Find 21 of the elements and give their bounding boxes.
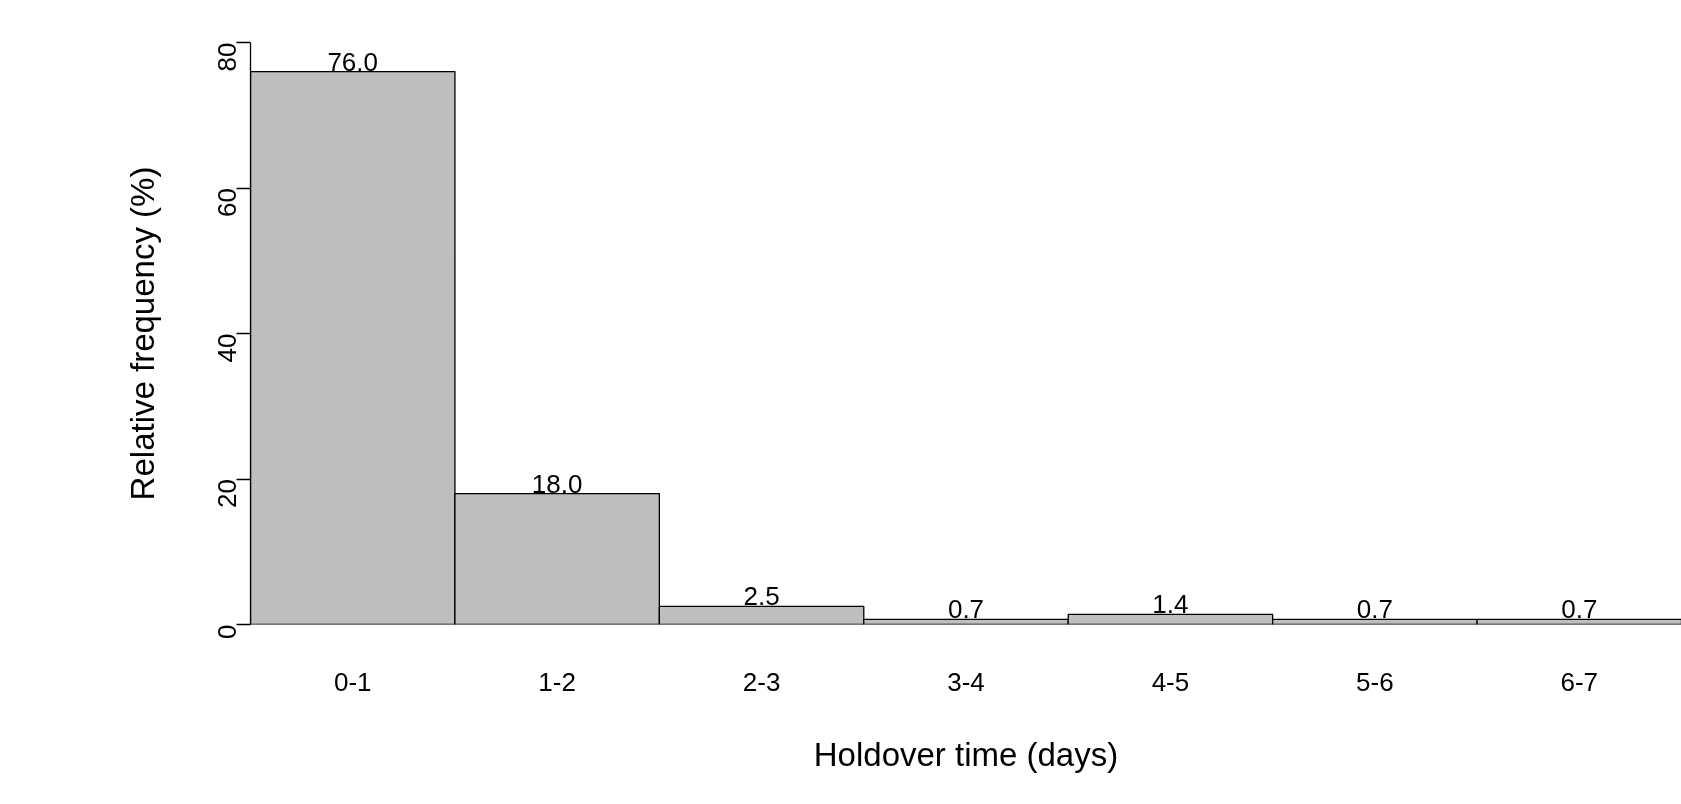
x-tick-label: 3-4: [947, 666, 985, 697]
data-label: 18.0: [531, 468, 583, 499]
x-tick-label: 4-5: [1151, 666, 1190, 697]
y-tick-label: 40: [211, 333, 242, 363]
x-tick-label: 6-7: [1560, 666, 1599, 697]
data-label: 0.7: [947, 594, 985, 625]
data-label: 2.5: [743, 581, 780, 612]
y-tick-label: 20: [211, 479, 242, 508]
y-tick-label: 80: [211, 42, 242, 72]
x-tick-label: 2-3: [742, 666, 781, 697]
x-tick-label: 1-2: [538, 666, 576, 697]
y-tick-label: 0: [211, 624, 242, 639]
data-label: 0.7: [1561, 594, 1598, 625]
y-axis-title: Relative frequency (%): [123, 166, 161, 501]
x-tick-label: 0-1: [333, 666, 372, 697]
x-axis-title: Holdover time (days): [813, 735, 1119, 773]
x-tick-label: 5-6: [1356, 666, 1394, 697]
data-label: 76.0: [327, 46, 379, 77]
data-label: 1.4: [1152, 589, 1189, 620]
y-tick-label: 60: [211, 188, 242, 217]
data-label: 0.7: [1356, 594, 1393, 625]
